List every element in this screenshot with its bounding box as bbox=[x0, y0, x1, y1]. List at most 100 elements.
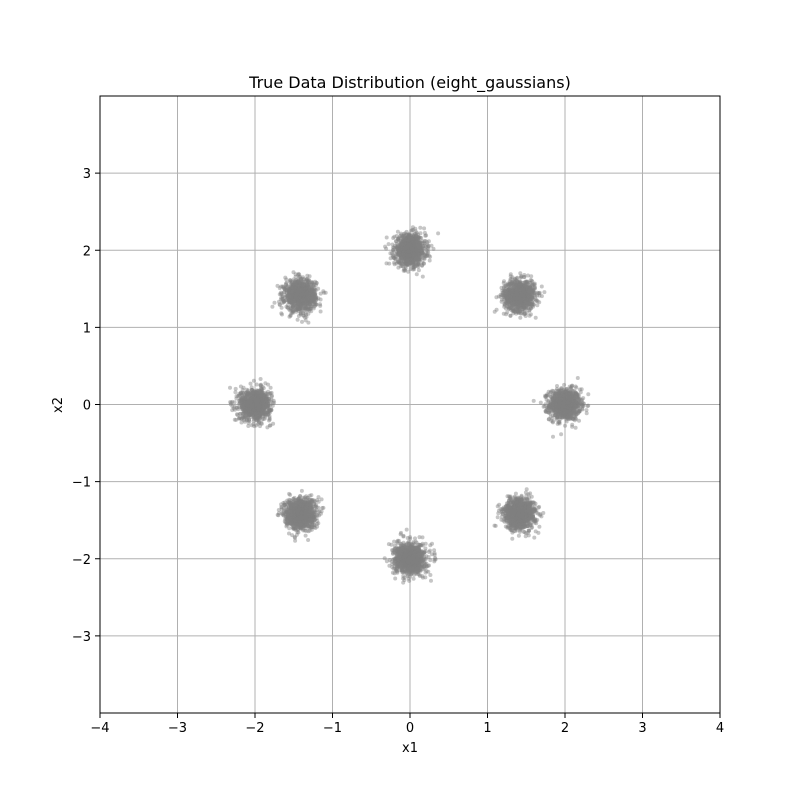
scatter-point bbox=[562, 391, 567, 396]
scatter-point bbox=[563, 408, 567, 413]
scatter-point bbox=[548, 405, 553, 409]
scatter-point bbox=[252, 415, 257, 420]
scatter-point bbox=[574, 395, 579, 400]
scatter-point bbox=[503, 288, 507, 293]
scatter-point bbox=[558, 405, 563, 410]
scatter-point bbox=[420, 274, 425, 279]
scatter-point bbox=[550, 399, 555, 404]
scatter-point bbox=[551, 403, 556, 408]
scatter-point bbox=[557, 402, 562, 407]
scatter-point bbox=[562, 397, 567, 402]
scatter-point bbox=[578, 390, 583, 395]
scatter-point bbox=[239, 390, 243, 395]
scatter-point bbox=[576, 400, 581, 405]
scatter-point bbox=[552, 408, 557, 413]
scatter-point bbox=[268, 385, 273, 390]
scatter-point bbox=[562, 402, 567, 407]
scatter-point bbox=[561, 404, 566, 409]
scatter-point bbox=[228, 385, 232, 390]
scatter-point bbox=[565, 400, 570, 405]
scatter-point bbox=[557, 397, 562, 402]
scatter-point bbox=[527, 297, 531, 301]
scatter-point bbox=[401, 233, 406, 238]
scatter-point bbox=[232, 400, 237, 405]
scatter-point bbox=[427, 258, 432, 263]
scatter-point bbox=[565, 414, 570, 419]
scatter-point bbox=[527, 313, 532, 318]
scatter-point bbox=[565, 411, 570, 416]
scatter-point bbox=[567, 397, 572, 402]
scatter-point bbox=[552, 398, 557, 403]
scatter-point bbox=[563, 414, 568, 419]
scatter-point bbox=[580, 401, 585, 406]
scatter-point bbox=[556, 391, 561, 396]
scatter-point bbox=[392, 256, 397, 260]
scatter-point bbox=[553, 402, 558, 407]
scatter-point bbox=[567, 411, 571, 415]
scatter-point bbox=[561, 403, 566, 408]
scatter-point bbox=[569, 402, 574, 407]
scatter-point bbox=[397, 261, 402, 266]
scatter-point bbox=[568, 401, 573, 406]
scatter-point bbox=[514, 276, 519, 281]
scatter-point bbox=[284, 277, 289, 282]
scatter-point bbox=[565, 397, 570, 402]
scatter-point bbox=[532, 291, 537, 295]
scatter-point bbox=[535, 299, 540, 304]
scatter-point bbox=[399, 242, 404, 247]
scatter-point bbox=[565, 411, 570, 416]
scatter-point bbox=[559, 399, 563, 404]
scatter-point bbox=[272, 300, 277, 305]
scatter-point bbox=[557, 420, 562, 425]
scatter-point bbox=[572, 404, 577, 409]
scatter-point bbox=[562, 392, 567, 397]
scatter-point bbox=[568, 407, 573, 412]
scatter-point bbox=[282, 290, 287, 295]
scatter-point bbox=[576, 409, 581, 414]
scatter-point bbox=[548, 414, 553, 419]
scatter-point bbox=[529, 274, 534, 279]
scatter-point bbox=[557, 409, 562, 414]
scatter-point bbox=[575, 404, 580, 409]
scatter-point bbox=[252, 424, 257, 429]
scatter-point bbox=[277, 303, 282, 307]
scatter-point bbox=[239, 420, 244, 425]
scatter-point bbox=[559, 398, 564, 403]
scatter-point bbox=[564, 407, 569, 412]
scatter-point bbox=[564, 400, 569, 405]
scatter-point bbox=[564, 414, 569, 419]
scatter-point bbox=[562, 391, 567, 396]
scatter-point bbox=[563, 403, 568, 408]
scatter-point bbox=[560, 411, 565, 416]
scatter-point bbox=[558, 399, 563, 404]
scatter-point bbox=[562, 382, 567, 387]
scatter-point bbox=[567, 394, 571, 399]
scatter-point bbox=[555, 401, 560, 406]
scatter-point bbox=[415, 239, 419, 244]
scatter-point bbox=[565, 407, 570, 412]
scatter-point bbox=[563, 404, 568, 409]
scatter-point bbox=[571, 410, 576, 415]
scatter-point bbox=[522, 311, 527, 316]
scatter-point bbox=[557, 407, 562, 412]
scatter-point bbox=[567, 412, 572, 417]
scatter-point bbox=[556, 403, 560, 408]
scatter-point bbox=[303, 306, 308, 311]
scatter-point bbox=[560, 397, 565, 402]
scatter-point bbox=[569, 405, 574, 410]
scatter-point bbox=[573, 408, 578, 413]
scatter-point bbox=[562, 389, 566, 394]
scatter-point bbox=[568, 399, 573, 404]
scatter-point bbox=[569, 395, 573, 400]
scatter-point bbox=[573, 413, 578, 418]
scatter-point bbox=[565, 403, 570, 408]
scatter-point bbox=[567, 402, 571, 407]
scatter-point bbox=[552, 395, 557, 400]
scatter-point bbox=[559, 401, 564, 406]
scatter-point bbox=[564, 404, 569, 409]
scatter-point bbox=[567, 391, 572, 396]
scatter-point bbox=[231, 406, 236, 411]
scatter-point bbox=[553, 395, 558, 400]
scatter-point bbox=[553, 408, 558, 413]
scatter-point bbox=[566, 390, 571, 395]
